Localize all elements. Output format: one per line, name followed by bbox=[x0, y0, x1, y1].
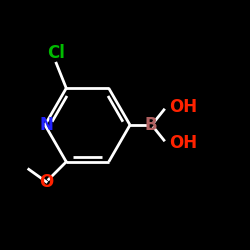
Text: N: N bbox=[39, 116, 53, 134]
Text: OH: OH bbox=[169, 134, 197, 152]
Text: O: O bbox=[39, 173, 53, 191]
Text: OH: OH bbox=[169, 98, 197, 116]
Text: Cl: Cl bbox=[47, 44, 65, 62]
Text: B: B bbox=[145, 116, 158, 134]
